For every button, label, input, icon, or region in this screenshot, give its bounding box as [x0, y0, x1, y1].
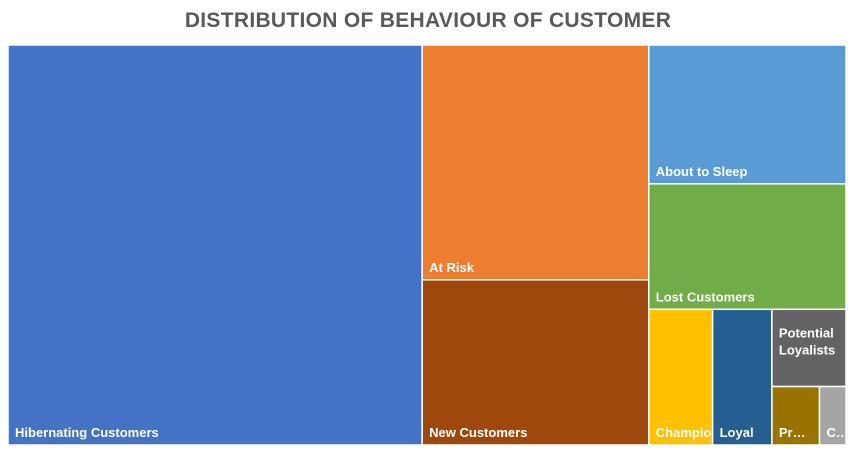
treemap-cell: Hibernating Customers: [7, 44, 423, 446]
treemap-label: At Risk: [429, 260, 475, 275]
treemap-rect: [7, 44, 423, 446]
treemap-rect: [421, 44, 650, 281]
treemap-rect: [648, 44, 847, 185]
treemap-rect: [711, 308, 773, 446]
treemap-cell: Pr…: [771, 385, 821, 446]
treemap-label: Loyal: [720, 425, 754, 440]
treemap-label: Potential Loyalists: [779, 325, 835, 357]
treemap-rect: [818, 385, 847, 446]
treemap-label: Hibernating Customers: [15, 425, 159, 440]
treemap-label: About to Sleep: [656, 164, 748, 179]
treemap-cell: At Risk: [421, 44, 650, 281]
treemap-cell: Lost Customers: [648, 183, 847, 311]
treemap-cell: Loyal: [711, 308, 773, 446]
treemap-cell: C…: [818, 385, 849, 446]
treemap-rect: [421, 279, 650, 446]
treemap-label: Pr…: [779, 425, 806, 440]
treemap-label: Lost Customers: [656, 289, 755, 304]
treemap-cell: About to Sleep: [648, 44, 847, 185]
chart-title: DISTRIBUTION OF BEHAVIOUR OF CUSTOMER: [184, 9, 672, 32]
treemap-label: Champio…: [656, 425, 725, 440]
treemap-label: New Customers: [429, 425, 527, 440]
treemap-cell: New Customers: [421, 279, 650, 446]
treemap-label: C…: [827, 425, 849, 440]
treemap-cell: Potential Loyalists: [771, 308, 847, 388]
treemap-rect: [771, 385, 821, 446]
